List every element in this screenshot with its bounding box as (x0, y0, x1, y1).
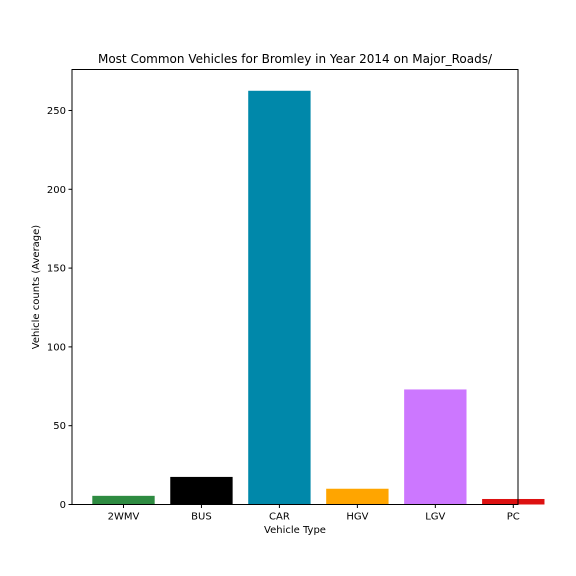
y-tick-label: 50 (53, 421, 66, 432)
bar-pc (482, 498, 545, 505)
y-axis-label: Vehicle counts (Average) (31, 225, 42, 350)
y-tick-label: 200 (47, 185, 66, 196)
y-tick-label: 150 (47, 264, 66, 275)
plot-frame (71, 69, 519, 505)
bar-lgv (404, 389, 467, 505)
bar-bus (170, 476, 233, 505)
y-tick-label: 0 (60, 500, 66, 511)
y-axis: 0 50 100 150 200 250 (47, 106, 72, 511)
bar-2wmv (92, 495, 155, 505)
x-tick-label: 2WMV (108, 512, 140, 523)
x-tick-label: PC (507, 512, 520, 523)
y-tick-label: 250 (47, 106, 66, 117)
bars-group (92, 90, 545, 505)
x-tick-label: HGV (346, 512, 368, 523)
x-tick-label: BUS (191, 512, 212, 523)
y-tick-label: 100 (47, 342, 66, 353)
x-axis: 2WMV BUS CAR HGV LGV PC (108, 504, 520, 523)
x-axis-label: Vehicle Type (264, 525, 326, 536)
bar-car (248, 90, 311, 505)
chart-title: Most Common Vehicles for Bromley in Year… (98, 52, 493, 66)
x-tick-label: LGV (425, 512, 445, 523)
bar-hgv (326, 488, 389, 505)
x-tick-label: CAR (269, 512, 290, 523)
